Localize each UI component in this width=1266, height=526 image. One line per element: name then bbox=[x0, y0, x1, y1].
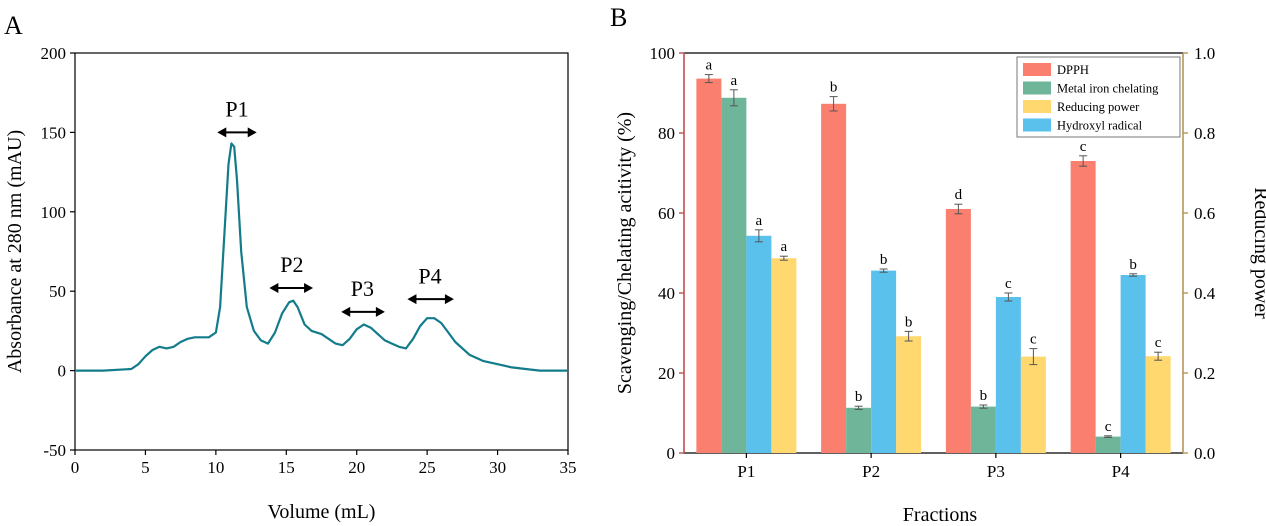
plot-frame bbox=[74, 52, 569, 451]
right-y-tick-label: 1.0 bbox=[1194, 44, 1215, 63]
panel-a-letter: A bbox=[4, 11, 23, 40]
peak-arrow-head-left bbox=[407, 294, 417, 305]
peak-label: P4 bbox=[418, 263, 441, 288]
significance-letter: a bbox=[756, 213, 763, 229]
y-tick-label: 200 bbox=[41, 44, 67, 63]
significance-letter: d bbox=[955, 187, 963, 203]
bar-hydroxyl-radical bbox=[746, 235, 772, 453]
x-tick-label: 25 bbox=[419, 458, 436, 477]
x-tick-label: 0 bbox=[71, 458, 80, 477]
peak-arrow-head-right bbox=[444, 294, 454, 305]
legend-label: Metal iron chelating bbox=[1057, 82, 1159, 96]
category-label: P4 bbox=[1112, 462, 1130, 481]
right-y-tick-label: 0.8 bbox=[1194, 124, 1215, 143]
right-y-tick-label: 0.0 bbox=[1194, 444, 1215, 463]
category-label: P3 bbox=[987, 462, 1005, 481]
bar-dpph bbox=[1070, 161, 1096, 453]
peak-label: P1 bbox=[225, 97, 248, 122]
x-axis-title: Volume (mL) bbox=[268, 501, 376, 523]
bar-metal-iron-chelating bbox=[970, 406, 996, 453]
y-tick-label: 50 bbox=[49, 282, 66, 301]
y-tick-label: 100 bbox=[41, 203, 67, 222]
bar-hydroxyl-radical bbox=[995, 297, 1021, 453]
chromatogram-line bbox=[75, 142, 568, 372]
bar-reducing-power bbox=[1020, 356, 1046, 453]
x-tick-label: 35 bbox=[560, 458, 577, 477]
x-tick-label: 10 bbox=[207, 458, 224, 477]
x-tick-label: 15 bbox=[278, 458, 295, 477]
peak-arrow-head-left bbox=[269, 283, 279, 294]
category-label: P1 bbox=[737, 462, 755, 481]
peak-arrow-head-right bbox=[247, 127, 257, 138]
significance-letter: b bbox=[855, 389, 863, 405]
peak-label: P2 bbox=[280, 252, 303, 277]
left-axis-title-b: Scavenging/Chelating acitivity (%) bbox=[614, 112, 636, 394]
peak-arrow-head-right bbox=[375, 306, 385, 317]
legend-swatch bbox=[1023, 118, 1051, 132]
peak-label: P3 bbox=[351, 276, 374, 301]
y-tick-label: -50 bbox=[43, 441, 66, 460]
right-y-tick-label: 0.4 bbox=[1194, 284, 1216, 303]
bar-metal-iron-chelating bbox=[846, 407, 872, 453]
significance-letter: a bbox=[706, 58, 713, 74]
bar-hydroxyl-radical bbox=[871, 270, 897, 453]
significance-letter: b bbox=[905, 314, 913, 330]
left-y-tick-label: 40 bbox=[658, 284, 675, 303]
significance-letter: c bbox=[1155, 335, 1162, 351]
legend-label: DPPH bbox=[1057, 63, 1089, 77]
significance-letter: b bbox=[880, 252, 888, 268]
left-y-tick-label: 100 bbox=[650, 44, 676, 63]
bar-metal-iron-chelating bbox=[721, 97, 747, 454]
significance-letter: c bbox=[1030, 332, 1037, 348]
panel-b-chart: 0 20 40 60 80 100 0.0 0.2 0.4 0.6 0.8 1.0 Fractions S… bbox=[614, 44, 1266, 526]
legend-label: Reducing power bbox=[1057, 100, 1140, 114]
significance-letter: a bbox=[731, 73, 738, 89]
bar-dpph bbox=[696, 78, 722, 453]
x-tick-label: 5 bbox=[141, 458, 150, 477]
left-y-tick-label: 80 bbox=[658, 124, 675, 143]
significance-letter: a bbox=[781, 239, 788, 255]
legend-label: Hydroxyl radical bbox=[1057, 119, 1143, 133]
x-tick-label: 20 bbox=[348, 458, 365, 477]
significance-letter: b bbox=[830, 80, 838, 96]
bar-reducing-power bbox=[771, 258, 797, 453]
bar-reducing-power bbox=[1145, 356, 1171, 453]
significance-letter: c bbox=[1080, 139, 1087, 155]
panel-b-letter: B bbox=[610, 3, 627, 32]
right-y-tick-label: 0.2 bbox=[1194, 364, 1215, 383]
peak-arrow-head-right bbox=[304, 283, 314, 294]
bar-hydroxyl-radical bbox=[1120, 275, 1146, 453]
y-tick-label: 150 bbox=[41, 123, 67, 142]
y-axis-title: Absorbance at 280 nm (mAU) bbox=[4, 130, 26, 373]
right-axis-title-b: Reducing power bbox=[1250, 187, 1266, 319]
significance-letter: b bbox=[1129, 257, 1137, 273]
panel-a-chart: 0 5 10 15 20 25 30 35 -50 0 50 100 150 200 Volume (mL)… bbox=[4, 44, 577, 523]
right-y-tick-label: 0.6 bbox=[1194, 204, 1215, 223]
category-label: P2 bbox=[862, 462, 880, 481]
peak-arrow-head-left bbox=[217, 127, 227, 138]
significance-letter: c bbox=[1005, 276, 1012, 292]
y-tick-label: 0 bbox=[58, 362, 67, 381]
significance-letter: b bbox=[980, 388, 988, 404]
left-y-tick-label: 60 bbox=[658, 204, 675, 223]
left-y-tick-label: 20 bbox=[658, 364, 675, 383]
legend-swatch bbox=[1023, 100, 1051, 113]
peak-arrow-head-left bbox=[341, 306, 351, 317]
bar-metal-iron-chelating bbox=[1095, 436, 1121, 453]
x-tick-label: 30 bbox=[489, 458, 506, 477]
left-y-tick-label: 0 bbox=[667, 444, 676, 463]
legend-swatch bbox=[1023, 63, 1051, 76]
bar-dpph bbox=[945, 209, 971, 453]
legend-swatch bbox=[1023, 81, 1051, 95]
bar-dpph bbox=[821, 103, 847, 454]
significance-letter: c bbox=[1105, 419, 1112, 435]
x-axis-title-b: Fractions bbox=[903, 504, 978, 526]
bar-reducing-power bbox=[896, 336, 922, 453]
